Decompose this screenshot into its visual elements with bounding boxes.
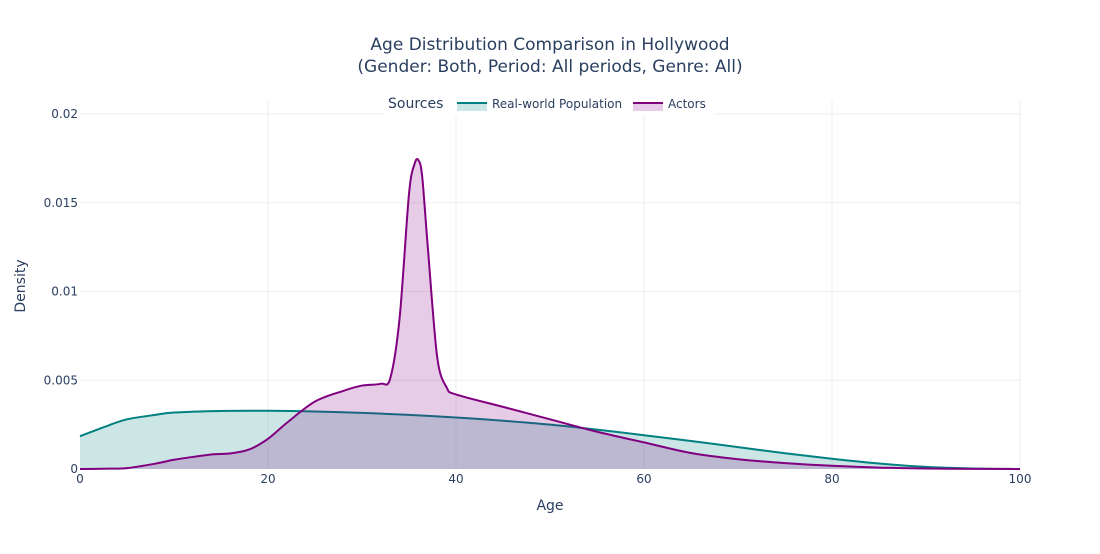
y-tick-label: 0.02	[51, 107, 78, 121]
legend: Sources Real-world Population Actors	[385, 92, 715, 116]
x-axis-title: Age	[536, 498, 563, 514]
legend-swatch-fill	[633, 103, 663, 111]
series-line-real-world-population	[79, 409, 1021, 470]
legend-item-actors[interactable]: Actors	[633, 97, 706, 111]
x-tick-label: 80	[824, 472, 839, 486]
x-tick-label: 40	[448, 472, 463, 486]
x-tick-label: 60	[636, 472, 651, 486]
y-axis-title: Density	[13, 259, 29, 312]
legend-item-real-world-population[interactable]: Real-world Population	[457, 97, 622, 111]
chart-subtitle: (Gender: Both, Period: All periods, Genr…	[357, 57, 742, 77]
legend-label: Actors	[668, 97, 706, 111]
legend-label: Real-world Population	[492, 97, 622, 111]
legend-title: Sources	[388, 96, 443, 112]
y-tick-label: 0.01	[51, 285, 78, 299]
series-area-real-world-population	[80, 410, 1020, 469]
y-tick-label: 0.015	[44, 196, 78, 210]
legend-swatch-fill	[457, 103, 487, 111]
chart-title: Age Distribution Comparison in Hollywood	[370, 35, 729, 55]
series-line-actors	[79, 157, 1021, 470]
y-tick-label: 0.005	[44, 373, 78, 387]
series-layer	[79, 157, 1021, 470]
x-tick-label: 100	[1009, 472, 1032, 486]
axis-layer: 0 20 40 60 80 100 0 0.005 0.01 0.015 0.02	[44, 107, 1032, 486]
x-tick-label: 20	[260, 472, 275, 486]
y-tick-label: 0	[70, 462, 78, 476]
x-tick-label: 0	[76, 472, 84, 486]
